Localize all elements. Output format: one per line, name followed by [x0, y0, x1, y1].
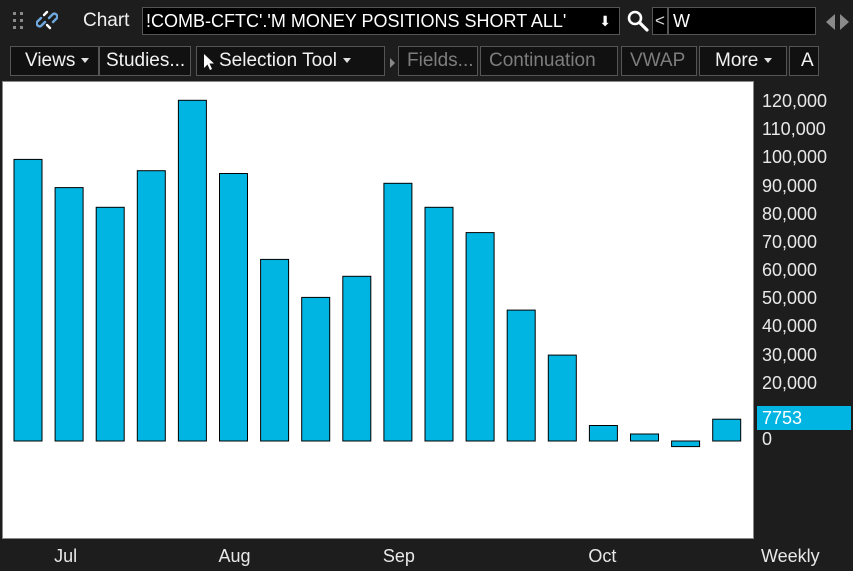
chevron-down-icon: [342, 58, 351, 64]
y-tick-label: 30,000: [762, 344, 818, 365]
scroll-right-icon[interactable]: [840, 14, 849, 30]
bar-15: [630, 433, 659, 442]
bar-16: [671, 440, 701, 448]
x-tick-label: Sep: [382, 546, 415, 566]
grip-icon[interactable]: [13, 12, 27, 32]
chart-title: Chart: [83, 10, 130, 31]
y-tick-label: 50,000: [762, 288, 818, 309]
bar-1: [54, 187, 84, 442]
y-tick-label: 0: [762, 429, 773, 449]
price-axis[interactable]: 120,000 110,000 100,000 90,000 80,000 70,000 6…: [756, 81, 853, 541]
bar-12: [506, 309, 536, 442]
selection-tool-button[interactable]: Selection Tool: [196, 46, 385, 76]
scroll-left-icon[interactable]: [826, 14, 835, 30]
cursor-arrow-icon: [204, 54, 214, 70]
bar-2: [95, 206, 125, 442]
last-value-badge: 7753: [757, 406, 851, 431]
views-button[interactable]: Views: [10, 46, 99, 76]
bar-17: [712, 418, 742, 442]
x-tick-label: Oct: [588, 546, 617, 566]
chart-header: Chart !COMB-CFTC'.'M MONEY POSITIONS SHO…: [0, 0, 853, 43]
chevron-down-icon: [764, 58, 773, 64]
bar-7: [301, 296, 331, 442]
y-tick-label: 90,000: [762, 175, 818, 196]
period-input[interactable]: W: [668, 7, 816, 35]
bar-4: [177, 99, 207, 442]
y-tick-label: 120,000: [762, 91, 828, 112]
back-button[interactable]: <: [652, 7, 668, 35]
search-icon[interactable]: [626, 9, 650, 33]
y-tick-label: 20,000: [762, 372, 818, 393]
bar-13: [547, 354, 577, 442]
chart-plot-area[interactable]: [2, 81, 754, 539]
x-tick-label: Jul: [54, 546, 78, 566]
y-tick-label: 40,000: [762, 316, 818, 337]
bar-8: [342, 275, 372, 442]
fields-button[interactable]: Fields...: [398, 46, 478, 76]
bar-chart: [13, 99, 742, 448]
toolbar-overflow-icon: [390, 58, 395, 68]
studies-button[interactable]: Studies...: [99, 46, 191, 76]
y-tick-label: 110,000: [762, 119, 826, 140]
y-tick-label: 70,000: [762, 231, 818, 252]
more-label: More: [715, 50, 759, 71]
y-tick-label: 80,000: [762, 203, 818, 224]
chevron-down-icon: [81, 58, 90, 64]
overflow-button[interactable]: A: [789, 46, 819, 76]
vwap-button[interactable]: VWAP: [621, 46, 697, 76]
bar-5: [219, 173, 248, 442]
time-axis[interactable]: Jul Aug Sep Oct: [0, 541, 853, 571]
bar-11: [465, 232, 495, 442]
views-label: Views: [25, 50, 76, 71]
bar-6: [260, 258, 290, 442]
symbol-input[interactable]: !COMB-CFTC'.'M MONEY POSITIONS SHORT ALL…: [142, 7, 620, 35]
aggregation-label: Weekly: [761, 546, 820, 566]
symbol-dropdown-icon[interactable]: ⬇: [599, 13, 611, 29]
bar-10: [424, 206, 454, 442]
continuation-button[interactable]: Continuation: [480, 46, 618, 76]
bar-0: [13, 158, 43, 442]
y-tick-label: 60,000: [762, 260, 818, 281]
symbol-text: !COMB-CFTC'.'M MONEY POSITIONS SHORT ALL…: [146, 11, 567, 31]
x-tick-label: Aug: [218, 546, 251, 566]
bar-14: [588, 425, 618, 442]
selection-tool-label: Selection Tool: [219, 50, 337, 71]
bar-9: [383, 182, 413, 442]
bar-3: [136, 170, 166, 442]
more-button[interactable]: More: [699, 46, 787, 76]
y-tick-label: 100,000: [762, 147, 828, 168]
link-icon[interactable]: [36, 9, 58, 31]
chart-toolbar: Views Studies... Selection Tool Fields..…: [0, 44, 853, 78]
